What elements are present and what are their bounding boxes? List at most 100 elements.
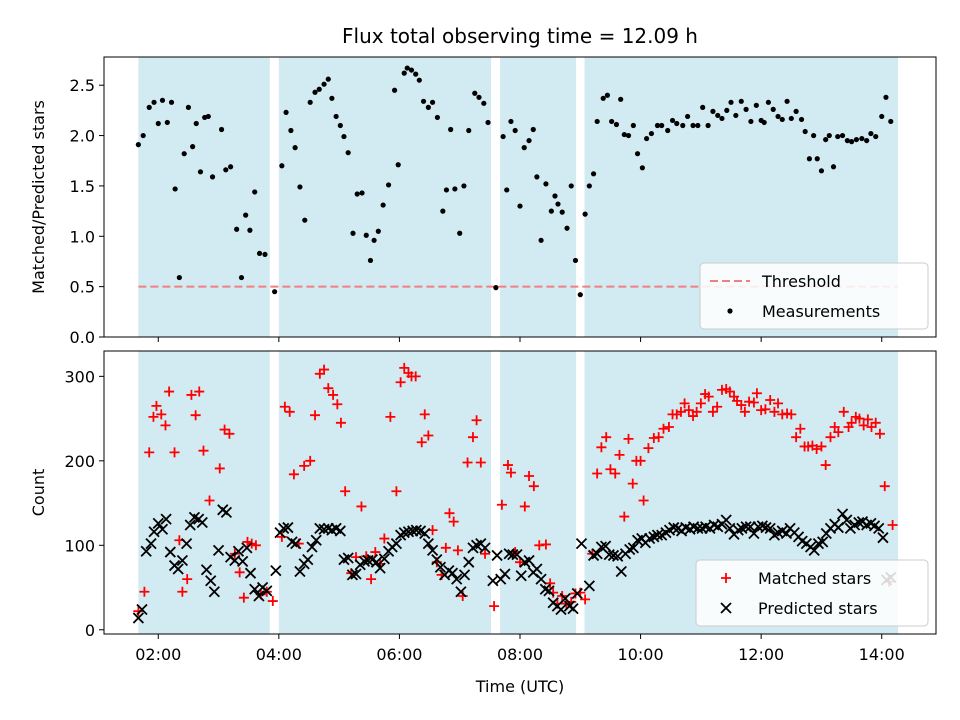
measurement-point	[873, 133, 879, 140]
predicted-star-point	[531, 563, 543, 575]
predicted-star-point	[841, 514, 853, 526]
measurement-point	[534, 174, 540, 180]
matched-star-point	[190, 410, 201, 421]
predicted-star-point	[410, 524, 422, 536]
matched-star-point	[156, 409, 167, 420]
matched-star-point	[703, 391, 714, 402]
x-tick-label: 06:00	[376, 645, 422, 664]
predicted-star-point	[184, 519, 196, 531]
matched-star-point	[462, 457, 473, 468]
measurement-point	[151, 99, 157, 105]
matched-star-point	[858, 420, 869, 431]
measurement-point	[321, 81, 327, 87]
predicted-star-point	[458, 569, 471, 581]
observing-interval-band	[500, 57, 577, 337]
legend-measurement-swatch	[727, 308, 733, 314]
matched-star-point	[751, 388, 762, 399]
matched-star-point	[765, 394, 776, 405]
measurement-point	[408, 67, 415, 73]
predicted-star-point	[627, 542, 639, 554]
measurement-point	[548, 208, 554, 214]
matched-star-point	[305, 455, 316, 466]
measurement-point	[609, 118, 615, 125]
measurement-point	[262, 251, 268, 258]
predicted-star-point	[342, 552, 354, 564]
measurement-point	[385, 182, 392, 188]
matched-star-point	[791, 432, 802, 443]
measurement-point	[784, 98, 790, 104]
measurement-point	[644, 135, 650, 142]
measurement-point	[839, 132, 846, 139]
measurement-point	[864, 137, 870, 144]
measurement-point	[146, 104, 152, 110]
data-points	[135, 65, 894, 298]
matched-star-point	[724, 386, 735, 397]
legend-label: Matched stars	[758, 569, 871, 588]
predicted-star-point	[499, 568, 511, 580]
measurement-point	[690, 122, 696, 129]
measurement-point	[665, 127, 671, 134]
predicted-star-point	[507, 548, 519, 561]
matched-star-point	[186, 389, 197, 400]
matched-star-point	[448, 516, 459, 527]
matched-star-point	[879, 481, 890, 492]
measurement-point	[302, 217, 308, 223]
measurement-point	[823, 136, 829, 143]
matched-star-point	[332, 399, 343, 410]
matched-star-point	[619, 511, 630, 522]
measurement-point	[238, 274, 245, 281]
measurement-point	[753, 102, 759, 108]
measurement-point	[639, 165, 645, 171]
measurement-point	[341, 133, 347, 140]
y-tick-label: 100	[64, 536, 95, 555]
measurement-point	[543, 181, 549, 187]
matched-star-point	[328, 389, 339, 400]
measurement-point	[685, 113, 691, 120]
measurement-point	[618, 96, 624, 102]
x-tick-label: 10:00	[618, 645, 664, 664]
matched-star-point	[423, 430, 434, 441]
matched-star-point	[182, 574, 193, 585]
measurement-point	[695, 122, 701, 129]
matched-star-point	[592, 468, 603, 479]
x-tick-label: 08:00	[497, 645, 543, 664]
predicted-star-point	[603, 548, 615, 561]
matched-star-point	[279, 401, 290, 412]
matched-star-point	[854, 413, 865, 424]
measurement-point	[391, 87, 398, 93]
matched-star-point	[340, 486, 351, 497]
matched-star-point	[524, 471, 535, 482]
matched-star-point	[238, 592, 249, 603]
matched-star-point	[528, 481, 539, 492]
predicted-star-point	[164, 546, 176, 558]
predicted-star-point	[374, 562, 386, 574]
matched-star-point	[151, 400, 162, 411]
measurement-point	[325, 76, 331, 82]
matched-star-point	[623, 433, 634, 444]
predicted-star-point	[479, 542, 491, 554]
measurement-point	[630, 122, 636, 129]
matched-star-point	[596, 442, 607, 453]
predicted-star-point	[278, 522, 290, 535]
x-tick-label: 12:00	[738, 645, 784, 664]
measurement-point	[724, 107, 730, 113]
measurement-point	[798, 116, 805, 123]
measurement-point	[564, 225, 570, 231]
predicted-star-point	[140, 545, 152, 557]
measurement-point	[600, 95, 606, 101]
predicted-star-point	[212, 544, 225, 557]
measurement-point	[440, 208, 446, 214]
measurement-point	[830, 164, 837, 170]
measurement-point	[738, 98, 744, 104]
predicted-star-point	[148, 526, 160, 538]
measurement-point	[345, 150, 351, 156]
matched-star-point	[870, 417, 881, 428]
measurement-point	[634, 151, 641, 157]
predicted-star-point	[615, 565, 627, 578]
predicted-star-point	[446, 567, 459, 579]
matched-star-point	[169, 447, 180, 458]
predicted-star-point	[543, 585, 555, 597]
predicted-star-point	[205, 575, 217, 587]
matched-star-point	[480, 548, 491, 559]
predicted-star-point	[764, 522, 776, 535]
